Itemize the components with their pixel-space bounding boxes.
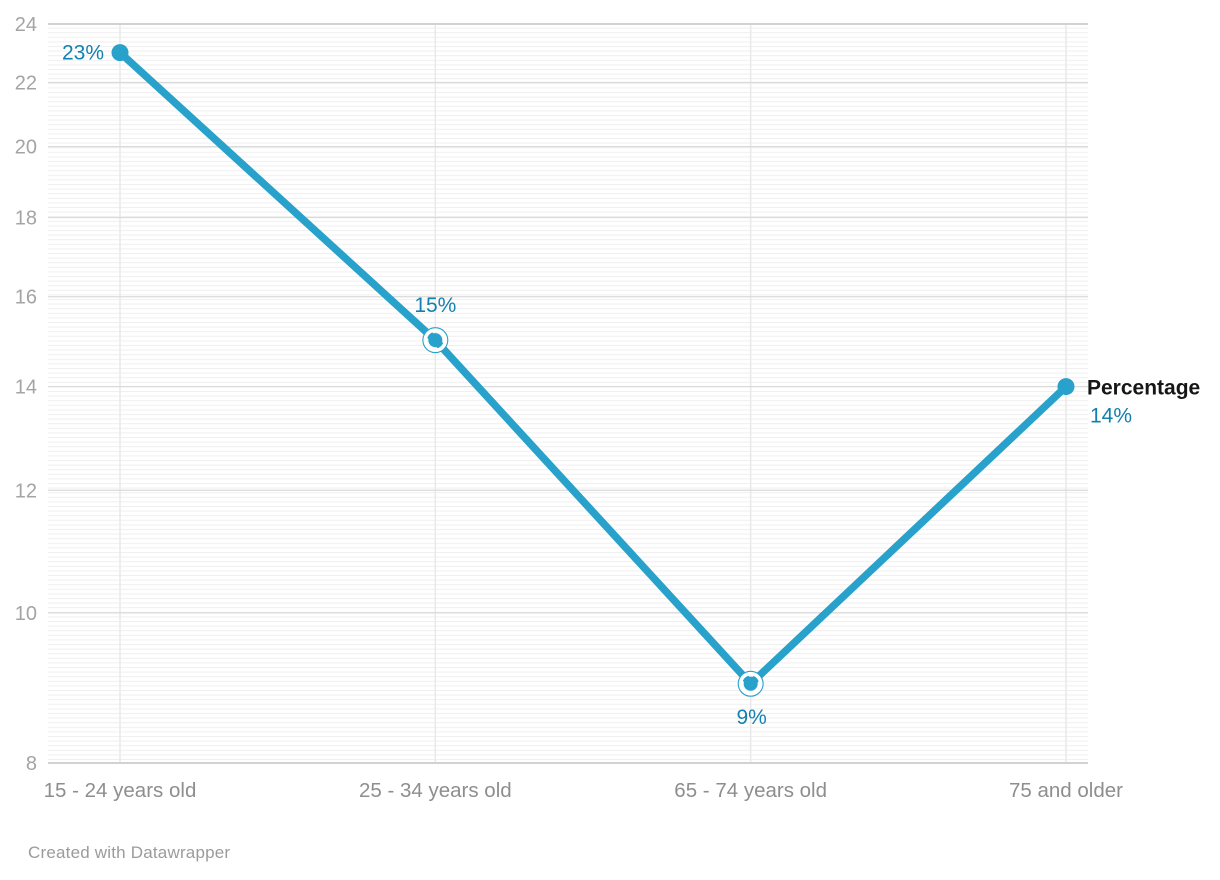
y-tick-label: 10 <box>15 603 37 625</box>
y-tick-label: 16 <box>15 287 37 309</box>
data-point-marker <box>428 333 443 348</box>
series-label: Percentage <box>1087 377 1200 400</box>
data-point-halo <box>738 671 763 696</box>
minor-gridlines <box>48 24 1088 763</box>
y-tick-label: 20 <box>15 137 37 159</box>
x-category-label: 25 - 34 years old <box>359 779 512 802</box>
data-point-ring <box>737 670 764 697</box>
value-label: 23% <box>62 42 104 65</box>
data-line-percentage <box>116 48 1070 688</box>
data-point-marker <box>743 676 758 691</box>
y-tick-label: 14 <box>15 377 37 399</box>
y-tick-label: 22 <box>15 73 37 95</box>
x-category-label: 65 - 74 years old <box>674 779 827 802</box>
credit-line: Created with Datawrapper <box>28 843 230 863</box>
data-point-marker <box>111 44 129 62</box>
y-tick-label: 18 <box>15 208 37 230</box>
value-label: 9% <box>736 706 766 729</box>
data-point-marker <box>1057 378 1075 396</box>
x-category-label: 15 - 24 years old <box>44 779 197 802</box>
data-point-halo <box>423 328 448 353</box>
value-label: 15% <box>414 294 456 317</box>
x-category-label: 75 and older <box>1009 779 1123 802</box>
y-tick-label: 24 <box>15 14 37 36</box>
value-label: 14% <box>1090 405 1132 428</box>
credit-text: Created with Datawrapper <box>28 843 231 862</box>
data-point-ring <box>422 327 449 354</box>
y-tick-label: 8 <box>26 753 37 775</box>
y-tick-label: 12 <box>15 480 37 502</box>
